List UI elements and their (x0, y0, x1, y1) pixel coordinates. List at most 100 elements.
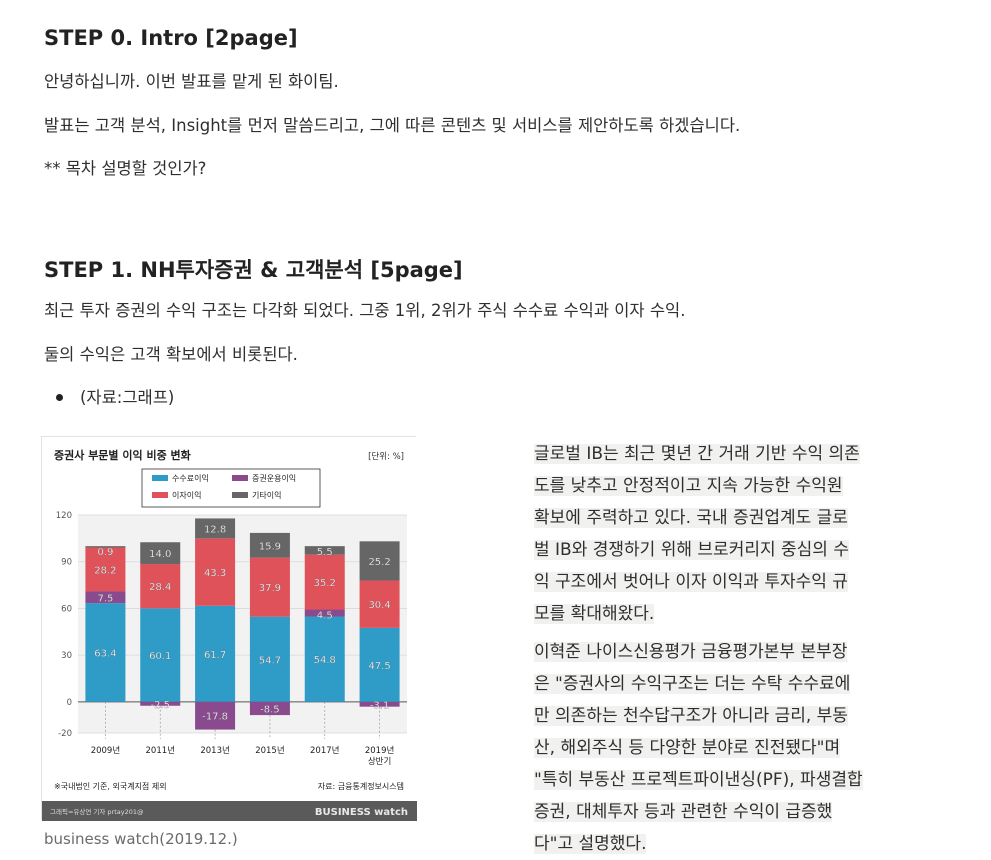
x-tick-label: 2015년 (255, 745, 284, 756)
plot-area (78, 515, 407, 733)
data-label: 35.2 (314, 578, 336, 589)
chart-credit: 그래픽=유상연 기자 prtay201@ (50, 807, 144, 816)
bar-segment (85, 546, 126, 548)
quote-block-2: 이혁준 나이스신용평가 금융평가본부 본부장 은 "증권사의 수익구조는 더는 … (534, 636, 954, 860)
bar-segment (359, 627, 400, 702)
data-label: 63.4 (94, 648, 116, 659)
chart-source: 자료: 금융통계정보시스템 (318, 781, 404, 791)
data-label: 4.5 (317, 611, 333, 622)
data-label: 30.4 (368, 600, 390, 611)
bar-segment (249, 532, 290, 558)
bar-segment (195, 701, 236, 730)
y-tick-label: 0 (67, 698, 72, 708)
chart-caption: business watch(2019.12.) (44, 830, 238, 848)
data-label: 5.5 (317, 547, 333, 558)
data-label: -17.8 (202, 712, 228, 723)
bar-segment (304, 546, 345, 555)
quote2-line: 산, 해외주식 등 다양한 분야로 진전됐다"며 (534, 738, 841, 758)
x-tick-label: 2011년 (146, 745, 175, 756)
data-label: 7.5 (97, 593, 113, 604)
data-label: 14.0 (149, 549, 171, 560)
data-label: 25.2 (368, 557, 390, 568)
step1-line-1: 최근 투자 증권의 수익 구조는 다각화 되었다. 그중 1위, 2위가 주식 … (44, 301, 686, 320)
chart-footnote: ※국내법인 기준, 외국계지점 제외 (54, 781, 167, 791)
bar-segment (195, 518, 236, 539)
legend-label: 수수료이익 (172, 473, 209, 483)
legend-label: 이자이익 (172, 490, 201, 500)
brand-logo: BUSINESS watch (315, 807, 408, 818)
chart-image: 증권사 부문별 이익 비중 변화 [단위: %] 수수료이익 증권운용이익 이자이익 기타… (41, 436, 417, 821)
chart-footer-bar (42, 801, 417, 821)
bar-segment (359, 541, 400, 581)
y-tick-label: 90 (61, 558, 72, 568)
bar-segment (195, 605, 236, 702)
legend-label: 기타이익 (252, 490, 281, 500)
bar-segment (85, 547, 126, 592)
quote-block-1: 글로벌 IB는 최근 몇년 간 거래 기반 수익 의존 도를 낮추고 안정적이고… (534, 438, 954, 630)
quote2-line: 만 의존하는 천수답구조가 아니라 금리, 부동 (534, 706, 848, 726)
bar-segment (304, 554, 345, 610)
data-label: 0.9 (97, 547, 113, 558)
data-label: 12.8 (204, 524, 226, 535)
data-label: 28.4 (149, 582, 171, 593)
legend-box (141, 468, 321, 508)
bar-segment (304, 616, 345, 702)
bar-segment (359, 580, 400, 628)
y-tick-label: -20 (58, 729, 72, 739)
step0-heading: STEP 0. Intro [2page] (44, 26, 298, 50)
step0-line-1: 안녕하십니까. 이번 발표를 맡게 된 화이팀. (44, 72, 339, 91)
step0-line-2: 발표는 고객 분석, Insight를 먼저 말씀드리고, 그에 따른 콘텐츠 … (44, 116, 741, 135)
quote1-line: 벌 IB와 경쟁하기 위해 브로커리지 중심의 수 (534, 540, 849, 560)
quote2-line: 은 "증권사의 수익구조는 더는 수탁 수수료에 (534, 674, 851, 694)
step1-bullet-text: (자료:그래프) (80, 388, 175, 407)
legend-swatch (152, 492, 168, 498)
bullet-dot-icon (56, 394, 63, 401)
x-tick-label: 2009년 (91, 745, 120, 756)
quote1-line: 익 구조에서 벗어나 이자 이익과 투자수익 규 (534, 572, 848, 592)
bar-segment (140, 564, 181, 609)
x-tick-label: 2013년 (200, 745, 229, 756)
data-label: 47.5 (368, 661, 390, 672)
bar-segment (249, 701, 290, 716)
legend-swatch (232, 475, 248, 481)
legend-label: 증권운용이익 (252, 473, 296, 483)
bar-segment (140, 701, 181, 706)
data-label: 28.2 (94, 566, 116, 577)
bar-segment (359, 701, 400, 707)
bar-segment (195, 538, 236, 606)
x-tick-label: 상반기 (368, 756, 391, 767)
step1-line-2: 둘의 수익은 고객 확보에서 비롯된다. (44, 345, 298, 364)
bar-segment (140, 608, 181, 702)
data-label: 61.7 (204, 650, 226, 661)
quote2-line: 이혁준 나이스신용평가 금융평가본부 본부장 (534, 642, 848, 662)
data-label: 54.8 (314, 655, 336, 666)
step0-line-3: ** 목차 설명할 것인가? (44, 159, 207, 178)
legend-swatch (232, 492, 248, 498)
chart-title: 증권사 부문별 이익 비중 변화 (54, 448, 191, 462)
quote2-line: 다"고 설명했다. (534, 834, 647, 854)
quote1-line: 모를 확대해왔다. (534, 604, 655, 624)
data-label: 15.9 (259, 541, 281, 552)
y-tick-label: 60 (61, 604, 72, 614)
y-tick-label: 30 (61, 651, 72, 661)
data-label: -2.5 (150, 700, 170, 711)
data-label: 37.9 (259, 583, 281, 594)
bar-segment (85, 603, 126, 702)
bar-segment (249, 616, 290, 702)
bar-segment (85, 591, 126, 604)
quote1-line: 글로벌 IB는 최근 몇년 간 거래 기반 수익 의존 (534, 444, 860, 464)
bar-segment (140, 542, 181, 565)
data-label: -8.5 (260, 704, 280, 715)
data-label: 54.7 (259, 655, 281, 666)
quote1-line: 확보에 주력하고 있다. 국내 증권업계도 글로 (534, 508, 848, 528)
legend-swatch (152, 475, 168, 481)
quote2-line: 증권, 대체투자 등과 관련한 수익이 급증했 (534, 802, 833, 822)
bar-segment (249, 557, 290, 617)
data-label: -3.1 (370, 701, 390, 712)
data-label: 60.1 (149, 651, 171, 662)
x-tick-label: 2017년 (310, 745, 339, 756)
y-tick-label: 120 (56, 511, 72, 521)
bar-segment (304, 609, 345, 617)
x-tick-label: 2019년 (365, 745, 394, 756)
